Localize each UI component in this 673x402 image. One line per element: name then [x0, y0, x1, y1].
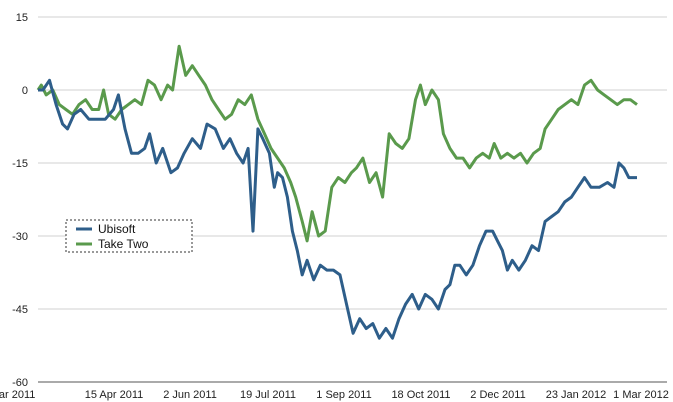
legend: Ubisoft Take Two — [65, 219, 193, 253]
y-tick-label: -60 — [12, 377, 28, 389]
series-lines — [36, 44, 638, 340]
x-tick-label: 2 Mar 2011 — [0, 389, 35, 401]
y-tick-label: -45 — [12, 304, 28, 316]
x-axis-labels: 2 Mar 2011 15 Apr 2011 2 Jun 2011 19 Jul 20… — [0, 389, 669, 401]
y-tick-label: 0 — [22, 85, 28, 97]
x-tick-label: 2 Jun 2011 — [163, 389, 217, 401]
series-line-take-two — [36, 44, 638, 243]
legend-box — [65, 219, 193, 253]
y-axis-labels: 15 0 -15 -30 -45 -60 — [12, 12, 28, 389]
x-tick-label: 2 Dec 2011 — [470, 389, 525, 401]
y-tick-label: 15 — [16, 12, 28, 24]
x-tick-label: 19 Jul 2011 — [240, 389, 296, 401]
x-tick-label: 18 Oct 2011 — [391, 389, 450, 401]
series-line-ubisoft — [38, 78, 637, 340]
x-tick-label: 23 Jan 2012 — [546, 389, 607, 401]
legend-label-ubisoft: Ubisoft — [98, 222, 136, 236]
y-tick-label: -15 — [12, 158, 28, 170]
legend-label-take-two: Take Two — [98, 237, 149, 251]
x-tick-label: 1 Mar 2012 — [613, 389, 669, 401]
x-tick-label: 15 Apr 2011 — [85, 389, 144, 401]
y-tick-label: -30 — [12, 231, 28, 243]
x-tick-label: 1 Sep 2011 — [316, 389, 371, 401]
